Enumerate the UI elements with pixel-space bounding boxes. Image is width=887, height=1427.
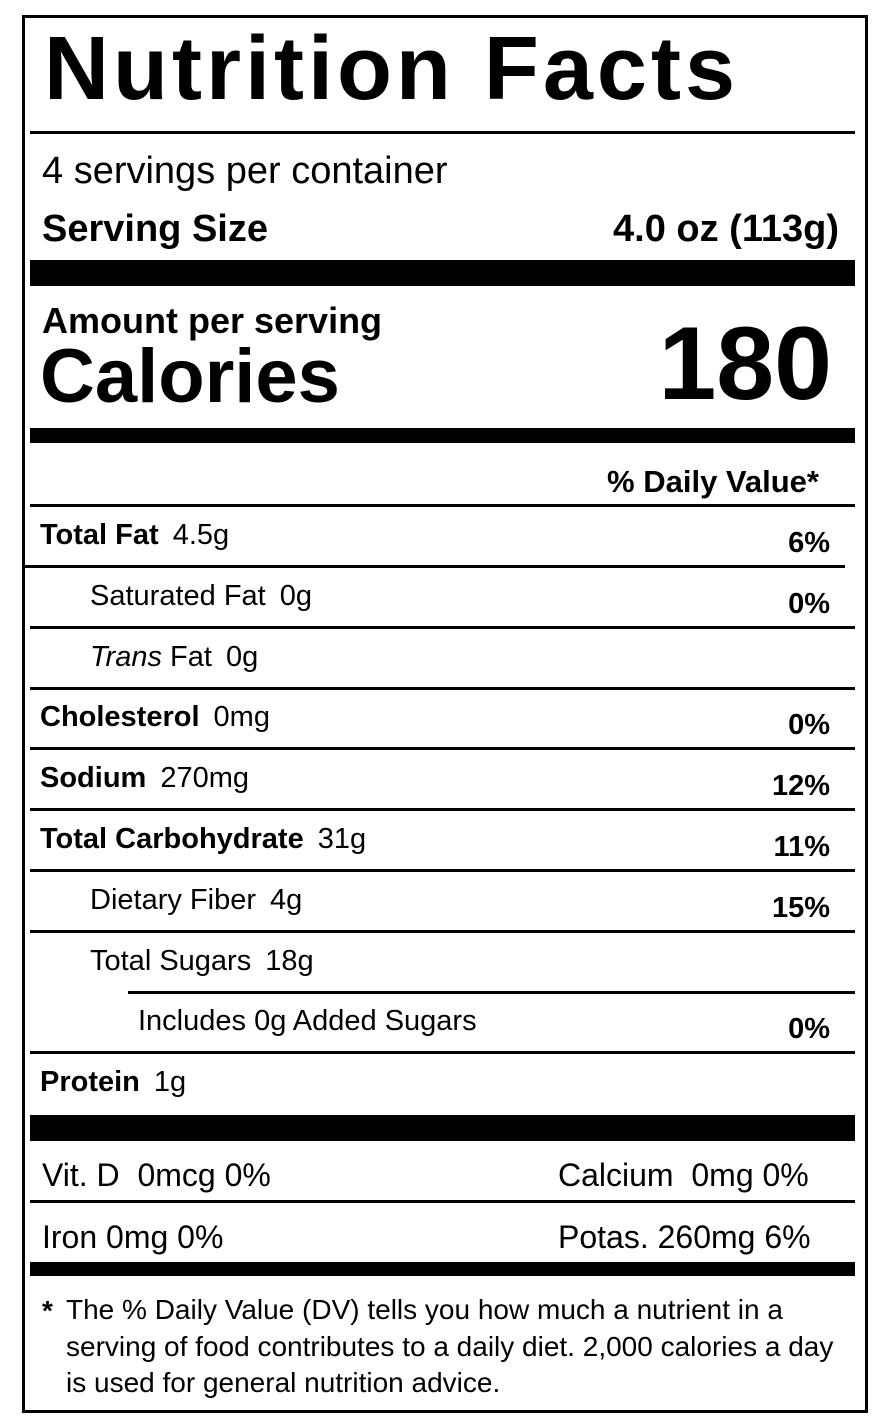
nutrient-label: Protein 1g [40,1066,186,1099]
nutrient-name: Total Carbohydrate [40,823,304,855]
nutrient-name: Includes 0g Added Sugars [138,1005,477,1038]
nutrient-label: Includes 0g Added Sugars [138,1005,477,1038]
rule [30,747,855,751]
rule [30,808,855,812]
serving-size-value: 4.0 oz (113g) [613,208,839,250]
nutrient-row: Includes 0g Added Sugars 0% [30,993,855,1054]
vitamin-name: Vit. D [42,1157,120,1193]
nutrient-label: Total Carbohydrate 31g [40,823,366,856]
calories-label: Calories [40,334,340,419]
rule [128,990,855,994]
nutrient-row: Saturated Fat 0g 0% [30,568,855,629]
amount-per-serving: Amount per serving [42,300,383,341]
thick-rule [30,1262,855,1276]
rule [30,625,855,629]
rule [30,1200,855,1203]
nutrient-name: Fat [170,640,212,673]
nutrient-amount: 4.5g [172,519,230,551]
nutrient-label: Cholesterol 0mg [40,701,270,734]
label-border [22,15,868,1413]
nutrient-label: Total Sugars 18g [90,945,314,978]
thick-rule [30,260,855,286]
nutrient-amount: 0mg [213,701,270,734]
nutrient-amount: 0g [225,640,259,673]
vitamin-amount: 260mg [657,1219,756,1255]
vitamin-amount: 0mg [691,1157,754,1193]
nutrient-amount: 4g [270,883,303,916]
nutrient-row: Protein 1g [30,1054,855,1115]
nutrient-amount: 31g [317,823,367,855]
rule [30,929,855,933]
nutrient-dv: 15% [771,891,830,924]
vitamin-name: Calcium [558,1157,674,1193]
rule [30,686,855,690]
nutrient-name-italic: Trans [90,640,162,673]
calories-value: 180 [658,306,832,422]
rule [30,504,855,507]
nutrient-dv: 6% [788,527,830,559]
footnote-mark: * [42,1295,53,1326]
rule [30,131,855,134]
vitamin-dv: 0% [224,1157,271,1193]
nutrient-label: Dietary Fiber 4g [90,884,302,917]
nutrient-row: Total Carbohydrate 31g 11% [30,811,855,872]
footnote: The % Daily Value (DV) tells you how muc… [66,1294,834,1398]
nutrient-row: Dietary Fiber 4g 15% [30,872,855,933]
thick-rule [30,428,855,443]
vitamin: Potas. 260mg 6% [558,1219,811,1256]
nutrient-row: Trans Fat 0g [30,629,855,690]
vitamin: Vit. D 0mcg 0% [42,1157,271,1194]
vitamin-dv: 0% [762,1157,809,1193]
vitamin: Calcium 0mg 0% [558,1157,809,1194]
nutrient-row: Cholesterol 0mg 0% [30,689,855,750]
nutrient-amount: 1g [153,1066,187,1099]
title: Nutrition Facts [44,19,740,119]
nutrient-label: Saturated Fat 0g [90,580,312,613]
nutrient-row: Sodium 270mg 12% [30,750,855,811]
rule [22,565,845,568]
nutrient-name: Total Fat [40,519,159,551]
nutrient-dv: 11% [773,831,830,863]
nutrient-amount: 0g [279,579,312,612]
vitamin-dv: 0% [177,1219,224,1255]
rule [30,1051,855,1055]
serving-size-label: Serving Size [42,208,268,250]
nutrient-label: Trans Fat 0g [90,641,258,674]
nutrient-row: Total Fat 4.5g 6% [30,507,855,568]
nutrient-name: Cholesterol [40,701,200,734]
nutrient-label: Sodium 270mg [40,762,249,795]
servings: 4 servings per container [42,150,448,192]
nutrient-row: Total Sugars 18g [30,933,855,994]
rule [30,869,855,872]
thick-rule [30,1115,855,1141]
nutrient-name: Sodium [40,762,147,795]
vitamin-name: Potas. [558,1219,649,1255]
vitamin-name: Iron [42,1219,98,1255]
nutrient-dv: 12% [771,770,830,803]
nutrient-name: Protein [40,1066,140,1099]
daily-value-header: % Daily Value* [607,464,819,499]
nutrient-name: Dietary Fiber [90,883,256,916]
vitamin: Iron 0mg 0% [42,1219,223,1256]
nutrient-dv: 0% [788,1013,830,1046]
vitamin-amount: 0mg [106,1219,169,1255]
nutrient-amount: 270mg [160,762,250,795]
vitamin-amount: 0mcg [137,1157,216,1193]
nutrient-name: Total Sugars [90,944,252,977]
nutrient-label: Total Fat 4.5g [40,519,229,552]
nutrient-amount: 18g [265,944,314,977]
nutrient-dv: 0% [788,587,830,620]
nutrient-dv: 0% [788,709,830,742]
nutrient-name: Saturated Fat [90,579,266,612]
vitamin-dv: 6% [764,1219,811,1255]
